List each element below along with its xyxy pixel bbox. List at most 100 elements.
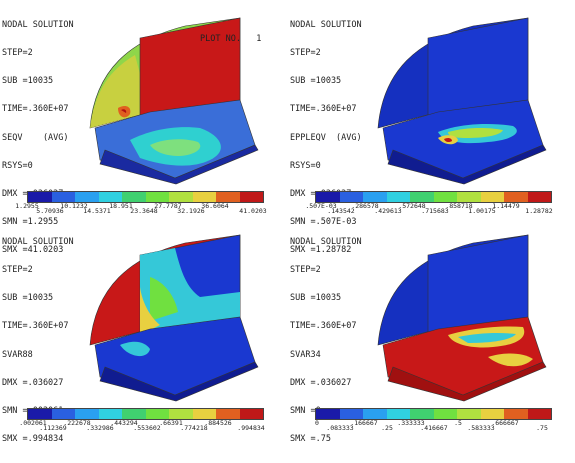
solution-title: NODAL SOLUTION — [2, 236, 74, 247]
legend-tick: .994834 — [237, 424, 265, 432]
info-line: STEP=2 — [290, 265, 321, 276]
legend-color-band — [239, 409, 263, 419]
legend-color-band — [98, 192, 122, 202]
legend-tick: .332986 — [86, 424, 114, 432]
legend-tick: 27.7787 — [154, 202, 182, 210]
legend-color-band — [216, 409, 240, 419]
legend-color-band — [410, 192, 434, 202]
legend-tick: .222678 — [63, 419, 91, 427]
plot-number: PLOT NO. 1 — [200, 34, 262, 44]
legend-color-band — [363, 409, 387, 419]
plot-panel-svar88: NODAL SOLUTION STEP=2 SUB =10035 TIME=.3… — [0, 217, 287, 444]
legend-color-band — [145, 409, 169, 419]
plot-panel-svar34: NODAL SOLUTION STEP=2 SUB =10035 TIME=.3… — [288, 217, 575, 444]
legend-color-band — [480, 409, 504, 419]
info-line: DMX =.036027 — [290, 377, 352, 388]
legend-tick: .002061 — [19, 419, 47, 427]
legend-color-band — [192, 409, 216, 419]
legend-tick: 23.3648 — [130, 207, 158, 215]
solution-title: NODAL SOLUTION — [290, 19, 362, 30]
legend-tick: .112369 — [39, 424, 67, 432]
legend-color-band — [316, 409, 340, 419]
legend-color-band — [145, 192, 169, 202]
info-line: EPPLEQV (AVG) — [290, 132, 362, 143]
legend-color-bar — [315, 191, 552, 203]
contour-legend: .002061 .222678 .443294 .66391 .884526 .… — [19, 408, 265, 432]
legend-color-band — [51, 409, 75, 419]
info-line: SUB =10035 — [2, 76, 54, 87]
contour-legend: .507E-03 .286578 .572648 .858718 1.14479… — [305, 191, 553, 215]
info-line: STEP=2 — [2, 48, 33, 59]
contour-plot-eppleqv — [377, 17, 547, 185]
solution-title: NODAL SOLUTION — [2, 19, 74, 30]
info-line: SMN =.507E-03 — [290, 217, 357, 228]
legend-tick: 0 — [315, 419, 319, 427]
legend-tick: .66391 — [159, 419, 183, 427]
legend-tick: 5.70936 — [36, 207, 64, 215]
legend-color-band — [28, 409, 52, 419]
info-line: TIME=.360E+07 — [290, 104, 357, 115]
info-line: SUB =10035 — [2, 293, 54, 304]
legend-color-band — [239, 192, 263, 202]
legend-tick: .666667 — [491, 419, 519, 427]
legend-tick: 36.6064 — [201, 202, 229, 210]
info-line: SMX =1.28782 — [290, 245, 352, 256]
legend-color-band — [410, 409, 434, 419]
legend-color-band — [216, 192, 240, 202]
contour-legend: 0 .166667 .333333 .5 .666667 .083333 .25… — [313, 408, 553, 432]
legend-color-band — [386, 409, 410, 419]
info-line: SVAR34 — [290, 349, 321, 360]
legend-tick: .75 — [536, 424, 548, 432]
legend-tick: 32.1926 — [177, 207, 205, 215]
legend-tick: .583333 — [467, 424, 495, 432]
legend-color-band — [504, 409, 528, 419]
solution-info: NODAL SOLUTION STEP=2 SUB =10035 TIME=.3… — [290, 2, 362, 275]
legend-tick: .553602 — [133, 424, 161, 432]
legend-color-band — [122, 192, 146, 202]
legend-tick: .572648 — [398, 202, 426, 210]
legend-tick: 1.2955 — [15, 202, 39, 210]
legend-tick: .286578 — [351, 202, 379, 210]
legend-color-band — [433, 409, 457, 419]
legend-color-band — [363, 192, 387, 202]
contour-plot-svar88 — [89, 234, 259, 402]
legend-tick: .774218 — [180, 424, 208, 432]
info-line: RSYS=0 — [290, 160, 321, 171]
legend-tick: 18.951 — [109, 202, 133, 210]
legend-color-band — [339, 192, 363, 202]
info-line: STEP=2 — [290, 48, 321, 59]
contour-legend: 1.2955 10.1232 18.951 27.7787 36.6064 5.… — [15, 191, 267, 215]
legend-color-band — [433, 192, 457, 202]
legend-color-band — [316, 192, 340, 202]
info-line: SMX =41.0203 — [2, 245, 64, 256]
legend-tick: .443294 — [110, 419, 138, 427]
info-line: STEP=2 — [2, 265, 33, 276]
info-line: SMX =.994834 — [2, 434, 64, 445]
legend-color-band — [527, 192, 551, 202]
legend-color-bar — [27, 191, 264, 203]
info-line: TIME=.360E+07 — [2, 104, 69, 115]
info-line: SMX =.75 — [290, 434, 331, 445]
legend-color-band — [51, 192, 75, 202]
info-line: RSYS=0 — [2, 160, 33, 171]
legend-color-band — [75, 192, 99, 202]
info-line: SEQV (AVG) — [2, 132, 69, 143]
legend-color-band — [75, 409, 99, 419]
legend-tick: .715683 — [421, 207, 449, 215]
legend-color-band — [339, 409, 363, 419]
legend-color-band — [386, 192, 410, 202]
legend-color-band — [98, 409, 122, 419]
legend-tick: .416667 — [420, 424, 448, 432]
legend-color-band — [527, 409, 551, 419]
info-line: SVAR88 — [2, 349, 33, 360]
info-line: SUB =10035 — [290, 293, 342, 304]
plot-panel-eppleqv: NODAL SOLUTION STEP=2 SUB =10035 TIME=.3… — [288, 0, 575, 255]
legend-color-band — [192, 192, 216, 202]
legend-color-band — [457, 192, 481, 202]
legend-tick: 1.28782 — [525, 207, 553, 215]
legend-color-band — [28, 192, 52, 202]
legend-tick: .166667 — [350, 419, 378, 427]
legend-tick: .333333 — [397, 419, 425, 427]
legend-color-bar — [27, 408, 264, 420]
legend-color-band — [169, 409, 193, 419]
